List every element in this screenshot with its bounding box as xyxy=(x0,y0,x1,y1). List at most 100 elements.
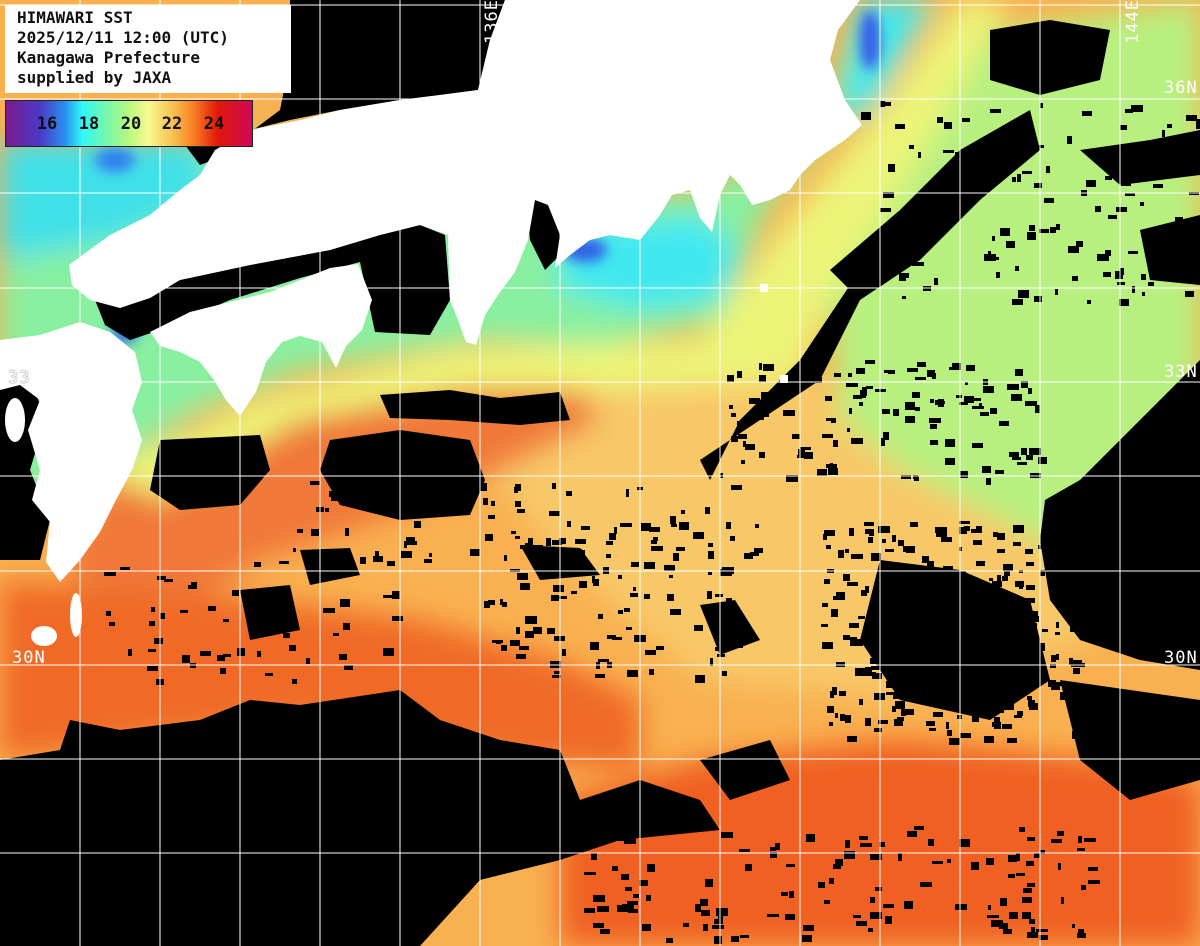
cloud-speckle xyxy=(875,887,882,891)
cloud-speckle xyxy=(1013,692,1023,695)
cloud-speckle xyxy=(896,623,900,630)
cloud-speckle xyxy=(868,928,873,932)
cloud-speckle xyxy=(946,220,950,226)
cloud-speckle xyxy=(1086,180,1096,187)
cloud-speckle xyxy=(835,713,838,718)
cloud-speckle xyxy=(390,510,394,515)
land-island xyxy=(70,593,82,637)
cloud-speckle xyxy=(886,681,892,688)
cloud-speckle xyxy=(584,872,596,875)
cloud-speckle xyxy=(979,674,982,680)
cloud-speckle xyxy=(1074,527,1081,532)
cloud-speckle xyxy=(828,468,838,475)
cloud-speckle xyxy=(884,596,891,601)
cloud-speckle xyxy=(912,262,924,266)
cloud-speckle xyxy=(959,839,970,847)
cloud-speckle xyxy=(986,478,991,485)
cloud-speckle xyxy=(1153,184,1163,188)
cloud-speckle xyxy=(670,516,676,524)
cloud-speckle xyxy=(1073,668,1080,674)
cloud-speckle xyxy=(1117,282,1125,285)
cloud-speckle xyxy=(994,257,999,260)
cloud-speckle xyxy=(323,608,335,613)
cloud-speckle xyxy=(707,591,712,599)
region-name: Kanagawa Prefecture xyxy=(17,48,201,67)
cloud-speckle xyxy=(996,617,1002,623)
cloud-speckle xyxy=(191,582,197,589)
cloud-speckle xyxy=(1077,933,1086,938)
cloud-speckle xyxy=(182,655,190,663)
cloud-speckle xyxy=(822,603,828,607)
cloud-speckle xyxy=(606,541,613,545)
cloud-speckle xyxy=(1003,564,1013,571)
cloud-speckle xyxy=(783,410,795,416)
cloud-speckle xyxy=(1051,655,1056,662)
cloud-area xyxy=(1080,130,1200,185)
cloud-speckle xyxy=(1115,271,1123,279)
cloud-speckle xyxy=(641,523,651,531)
cloud-speckle xyxy=(897,717,904,721)
cloud-speckle xyxy=(478,483,487,491)
cloud-speckle xyxy=(906,546,915,553)
cloud-speckle xyxy=(642,924,651,931)
cloud-speckle xyxy=(1050,556,1058,564)
cloud-speckle xyxy=(245,610,254,615)
cloud-speckle xyxy=(485,534,493,541)
cloud-speckle xyxy=(630,593,638,597)
cloud-speckle xyxy=(797,455,806,458)
cloud-speckle xyxy=(930,399,934,403)
cloud-speckle xyxy=(1026,598,1035,603)
cloud-speckle xyxy=(257,651,261,657)
cloud-speckle xyxy=(937,632,946,636)
cloud-speckle xyxy=(1054,538,1062,546)
cloud-speckle xyxy=(1017,174,1021,182)
cloud-speckle xyxy=(876,626,881,633)
cloud-speckle xyxy=(803,925,814,931)
cloud-speckle xyxy=(997,611,1000,615)
cloud-speckle xyxy=(886,260,893,267)
cloud-speckle xyxy=(731,413,736,417)
cloud-speckle xyxy=(1193,145,1200,149)
cloud-speckle xyxy=(845,715,851,723)
cloud-speckle xyxy=(552,540,562,545)
cloud-speckle xyxy=(991,920,1003,927)
cloud-speckle xyxy=(502,602,507,607)
cloud-speckle xyxy=(1026,861,1034,866)
cloud-speckle xyxy=(383,648,394,656)
cloud-speckle xyxy=(731,936,739,942)
cloud-speckle xyxy=(859,699,863,705)
cloud-speckle xyxy=(341,555,349,560)
cloud-speckle xyxy=(834,373,841,377)
cloud-speckle xyxy=(1088,880,1100,884)
cloud-speckle xyxy=(947,573,953,580)
cloud-speckle xyxy=(618,575,622,579)
cloud-speckle xyxy=(983,386,994,393)
cloud-speckle xyxy=(160,613,165,619)
cloud-speckle xyxy=(667,594,674,601)
cloud-speckle xyxy=(164,579,173,582)
cloud-speckle xyxy=(671,524,677,527)
cloud-speckle xyxy=(715,647,722,651)
land-honshu xyxy=(69,0,862,345)
cloud-speckle xyxy=(744,553,753,559)
cloud-speckle xyxy=(915,377,926,380)
cloud-speckle xyxy=(988,251,991,257)
cloud-speckle xyxy=(1026,455,1033,460)
cloud-speckle xyxy=(964,396,974,403)
cloud-area xyxy=(700,600,760,655)
cloud-speckle xyxy=(932,861,943,864)
cloud-speckle xyxy=(999,923,1008,929)
cloud-speckle xyxy=(761,410,769,417)
cloud-speckle xyxy=(907,831,917,837)
cloud-speckle xyxy=(721,832,733,838)
cloud-speckle xyxy=(901,475,911,479)
cloud-speckle xyxy=(871,553,881,561)
cloud-speckle xyxy=(974,589,985,597)
cloud-speckle xyxy=(1141,274,1146,280)
cloud-speckle xyxy=(345,528,349,536)
cloud-speckle xyxy=(1021,381,1028,388)
cloud-speckle xyxy=(516,654,526,659)
cloud-speckle xyxy=(1001,670,1006,674)
cloud-speckle xyxy=(339,654,347,660)
cloud-speckle xyxy=(786,475,798,482)
